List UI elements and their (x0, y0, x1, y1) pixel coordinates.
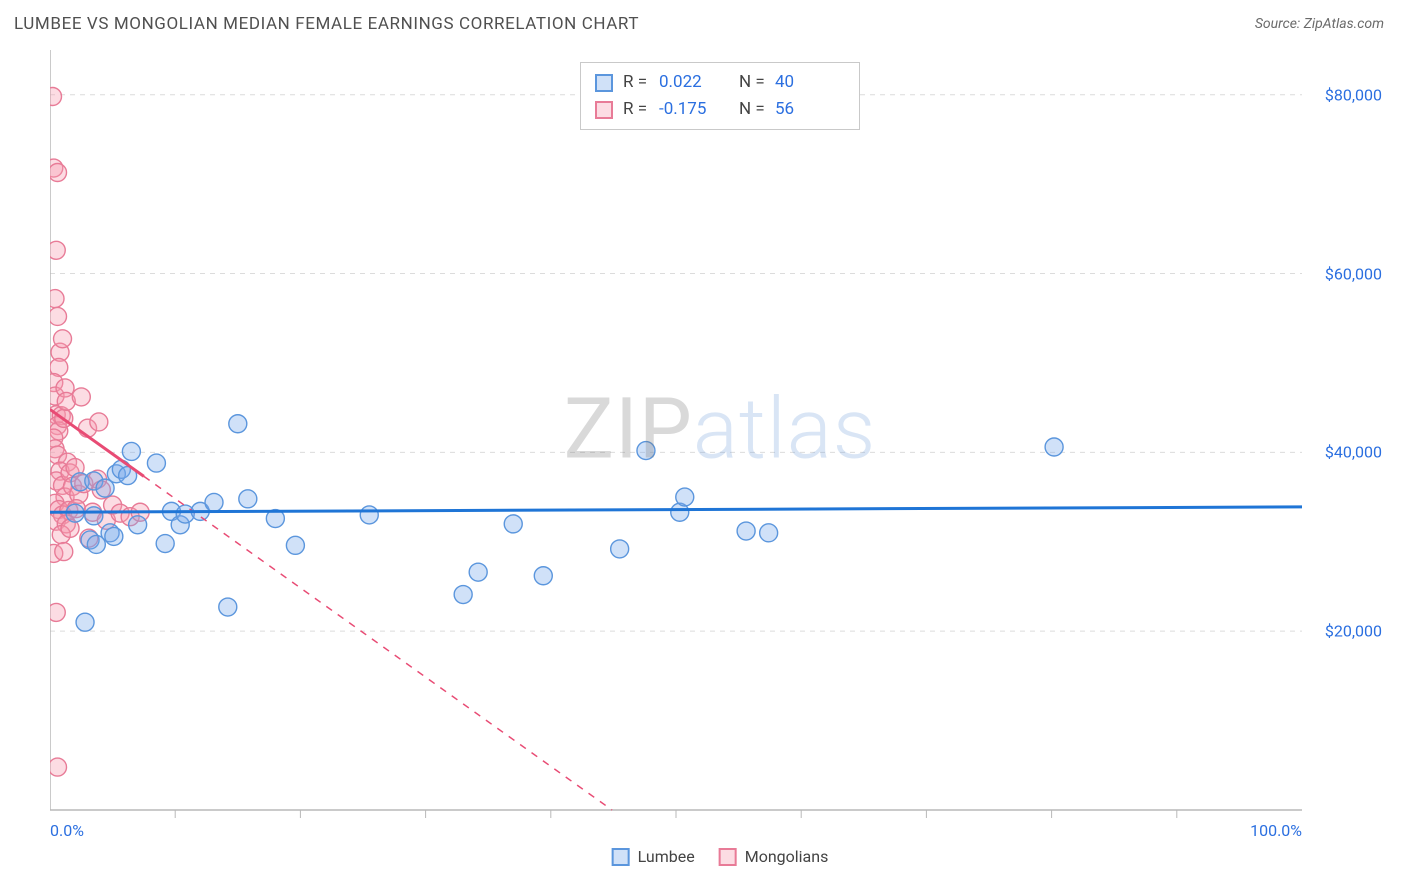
data-point (1045, 438, 1063, 456)
data-point (760, 524, 778, 542)
data-point (286, 536, 304, 554)
legend-label: Mongolians (745, 847, 829, 866)
data-point (637, 442, 655, 460)
data-point (205, 493, 223, 511)
data-point (454, 586, 472, 604)
data-point (55, 543, 73, 561)
y-tick-label: $60,000 (1325, 264, 1382, 283)
legend-n-label: N = (739, 69, 765, 96)
data-point (50, 758, 67, 776)
data-point (50, 87, 62, 105)
source-attribution: Source: ZipAtlas.com (1255, 16, 1384, 32)
data-point (50, 603, 65, 621)
series-legend: Lumbee Mongolians (612, 847, 829, 866)
y-tick-label: $40,000 (1325, 443, 1382, 462)
legend-item: Lumbee (612, 847, 695, 866)
data-point (85, 507, 103, 525)
data-point (676, 488, 694, 506)
data-point (50, 163, 67, 181)
legend-r-label: R = (623, 69, 649, 96)
legend-r-value: -0.175 (659, 96, 729, 123)
legend-n-value: 40 (775, 69, 845, 96)
legend-item: Mongolians (719, 847, 829, 866)
x-tick-label: 0.0% (50, 821, 84, 840)
data-point (122, 442, 140, 460)
scatter-plot (50, 50, 1390, 840)
data-point (737, 522, 755, 540)
legend-n-label: N = (739, 96, 765, 123)
legend-swatch (595, 101, 613, 119)
data-point (50, 290, 64, 308)
legend-swatch (595, 74, 613, 92)
data-point (90, 413, 108, 431)
data-point (504, 515, 522, 533)
data-point (156, 535, 174, 553)
legend-row: R = -0.175 N = 56 (595, 96, 845, 123)
legend-swatch (719, 848, 737, 866)
data-point (360, 506, 378, 524)
data-point (50, 307, 67, 325)
data-point (469, 563, 487, 581)
data-point (611, 540, 629, 558)
data-point (219, 598, 237, 616)
legend-n-value: 56 (775, 96, 845, 123)
data-point (129, 516, 147, 534)
data-point (105, 527, 123, 545)
legend-label: Lumbee (638, 847, 695, 866)
data-point (229, 415, 247, 433)
header: LUMBEE VS MONGOLIAN MEDIAN FEMALE EARNIN… (0, 0, 1406, 44)
legend-r-label: R = (623, 96, 649, 123)
x-tick-label: 100.0% (1250, 821, 1302, 840)
data-point (54, 330, 72, 348)
data-point (147, 454, 165, 472)
legend-row: R = 0.022 N = 40 (595, 69, 845, 96)
data-point (534, 567, 552, 585)
chart-title: LUMBEE VS MONGOLIAN MEDIAN FEMALE EARNIN… (14, 14, 639, 34)
y-tick-label: $20,000 (1325, 622, 1382, 641)
data-point (72, 388, 90, 406)
legend-r-value: 0.022 (659, 69, 729, 96)
legend-swatch (612, 848, 630, 866)
data-point (239, 490, 257, 508)
data-point (76, 613, 94, 631)
chart-area: Median Female Earnings ZIPatlas R =0.022… (50, 50, 1390, 840)
data-point (50, 241, 65, 259)
y-tick-label: $80,000 (1325, 85, 1382, 104)
correlation-legend: R = 0.022 N = 40 R = -0.175 N = 56 (580, 62, 860, 130)
